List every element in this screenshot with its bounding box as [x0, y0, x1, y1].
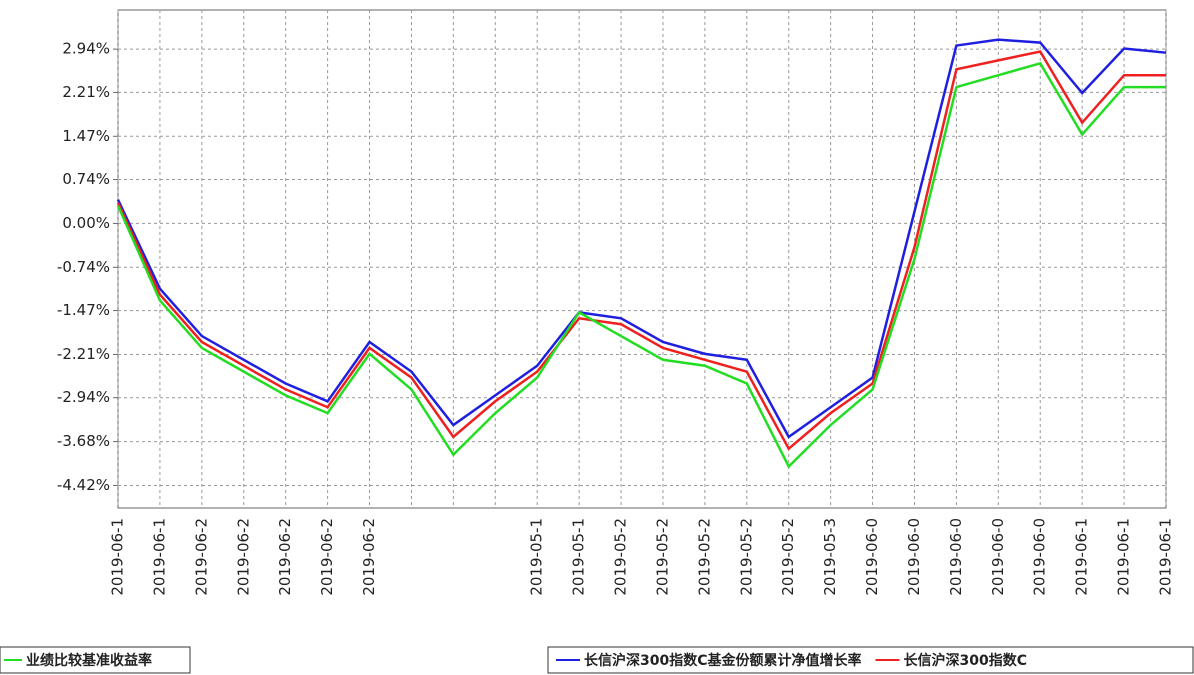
- x-tick-label: 2019-05-1: [570, 518, 588, 596]
- x-tick-label: 2019-05-3: [821, 518, 839, 596]
- x-tick-label: 2019-06-2: [192, 518, 210, 596]
- x-tick-label: 2019-06-0: [905, 518, 923, 596]
- plot-area: [117, 9, 1167, 509]
- x-tick-label: 2019-06-0: [989, 518, 1007, 596]
- y-tick-label: -1.47%: [57, 301, 110, 319]
- legend-box: [0, 646, 191, 674]
- x-tick-label: 2019-05-2: [779, 518, 797, 596]
- series-line: [116, 50, 1166, 451]
- x-tick-label: 2019-06-2: [276, 518, 294, 596]
- x-tick-label: 2019-06-2: [234, 518, 252, 596]
- series-line: [116, 38, 1167, 439]
- series-line: [116, 61, 1166, 469]
- x-tick-label: 2019-06-0: [1031, 518, 1049, 596]
- y-tick-label: -0.74%: [57, 258, 110, 276]
- y-tick-label: 2.21%: [62, 83, 110, 101]
- x-tick-label: 2019-06-1: [1157, 518, 1175, 596]
- x-tick-label: 2019-06-0: [947, 518, 965, 596]
- x-tick-label: 2019-05-2: [612, 518, 630, 596]
- y-tick-label: 0.00%: [62, 214, 110, 232]
- x-tick-label: 2019-06-2: [360, 518, 378, 596]
- x-tick-label: 2019-05-2: [737, 518, 755, 596]
- legend-text: 长信沪深300指数C: [904, 652, 1028, 669]
- x-tick-label: 2019-06-1: [109, 518, 127, 596]
- x-tick-label: 2019-05-2: [653, 518, 671, 596]
- x-tick-label: 2019-06-1: [1115, 518, 1133, 596]
- x-tick-label: 2019-06-0: [863, 518, 881, 596]
- legend-box: [547, 646, 1194, 674]
- x-tick-label: 2019-06-1: [150, 518, 168, 596]
- x-tick-label: 2019-06-2: [318, 518, 336, 596]
- x-tick-label: 2019-06-1: [1073, 518, 1091, 596]
- legend-text: 长信沪深300指数C基金份额累计净值增长率: [584, 652, 862, 669]
- y-tick-label: -4.42%: [57, 476, 110, 494]
- y-tick-label: -2.94%: [57, 388, 110, 406]
- y-tick-label: 0.74%: [62, 170, 110, 188]
- y-tick-label: -2.21%: [57, 345, 110, 363]
- y-tick-label: 2.94%: [62, 40, 110, 58]
- legend-text: 业绩比较基准收益率: [26, 652, 152, 669]
- x-tick-label: 2019-05-2: [695, 518, 713, 596]
- y-tick-label: -3.68%: [57, 432, 110, 450]
- y-tick-label: 1.47%: [62, 127, 110, 145]
- x-tick-label: 2019-05-1: [528, 518, 546, 596]
